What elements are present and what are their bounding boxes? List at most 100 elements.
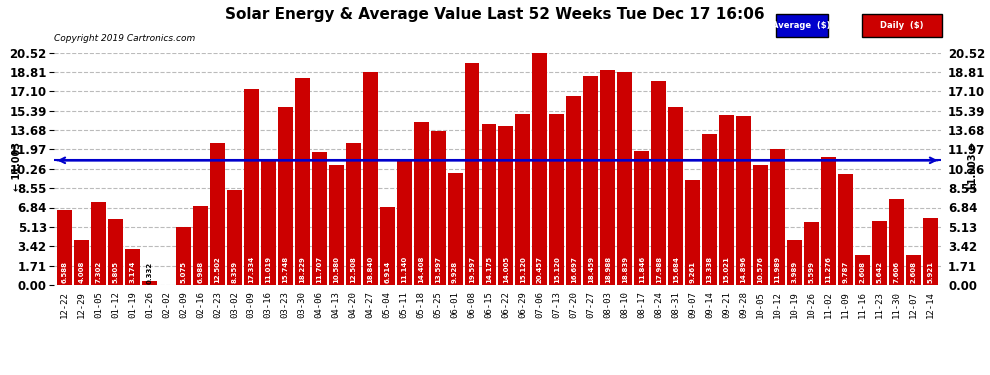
- Text: 2.608: 2.608: [859, 261, 865, 283]
- Bar: [651, 81, 666, 285]
- Bar: [380, 207, 395, 285]
- Text: 11.989: 11.989: [774, 256, 780, 283]
- Bar: [125, 249, 140, 285]
- Bar: [260, 160, 276, 285]
- Text: 18.840: 18.840: [367, 256, 373, 283]
- Text: 17.988: 17.988: [655, 256, 661, 283]
- Text: 15.120: 15.120: [520, 256, 526, 283]
- Text: 18.459: 18.459: [588, 256, 594, 283]
- Text: 12.502: 12.502: [215, 256, 221, 283]
- Bar: [176, 228, 191, 285]
- Bar: [329, 165, 344, 285]
- Text: 18.839: 18.839: [622, 256, 628, 283]
- Bar: [516, 114, 531, 285]
- Text: 0.332: 0.332: [147, 262, 152, 284]
- Bar: [702, 134, 717, 285]
- Text: 7.606: 7.606: [893, 261, 899, 283]
- Text: 11.140: 11.140: [401, 256, 407, 283]
- Bar: [618, 72, 633, 285]
- Bar: [74, 240, 89, 285]
- Text: 6.914: 6.914: [384, 261, 390, 283]
- Bar: [566, 96, 581, 285]
- Text: 15.120: 15.120: [553, 256, 560, 283]
- Text: 2.608: 2.608: [911, 261, 917, 283]
- Bar: [278, 106, 293, 285]
- Bar: [533, 53, 547, 285]
- Text: Copyright 2019 Cartronics.com: Copyright 2019 Cartronics.com: [54, 34, 196, 43]
- Bar: [770, 149, 785, 285]
- Text: 15.021: 15.021: [724, 256, 730, 283]
- Bar: [431, 131, 446, 285]
- Bar: [414, 122, 429, 285]
- Text: Daily  ($): Daily ($): [880, 21, 924, 30]
- Text: 5.599: 5.599: [809, 261, 815, 283]
- Text: 16.697: 16.697: [571, 256, 577, 283]
- Bar: [838, 174, 853, 285]
- Bar: [142, 281, 157, 285]
- Bar: [397, 159, 412, 285]
- Bar: [57, 210, 72, 285]
- Text: 11.707: 11.707: [316, 256, 323, 283]
- Bar: [872, 221, 887, 285]
- Text: 14.896: 14.896: [741, 256, 746, 283]
- Text: 6.988: 6.988: [197, 261, 203, 283]
- Text: ← 11.003: ← 11.003: [12, 142, 22, 191]
- Text: 3.989: 3.989: [792, 261, 798, 283]
- Bar: [464, 63, 479, 285]
- Bar: [923, 218, 938, 285]
- Bar: [447, 172, 462, 285]
- Text: 11.019: 11.019: [265, 256, 271, 283]
- Bar: [481, 124, 496, 285]
- Text: 14.408: 14.408: [418, 256, 424, 283]
- Text: 19.597: 19.597: [469, 256, 475, 283]
- Bar: [804, 222, 819, 285]
- Text: 15.684: 15.684: [672, 256, 679, 283]
- Text: 18.229: 18.229: [299, 256, 305, 283]
- Text: 5.805: 5.805: [113, 261, 119, 283]
- Text: 14.175: 14.175: [486, 256, 492, 283]
- Text: 9.261: 9.261: [690, 261, 696, 283]
- Bar: [549, 114, 564, 285]
- Bar: [855, 255, 870, 285]
- Text: 5.075: 5.075: [180, 261, 186, 283]
- Text: 8.359: 8.359: [232, 261, 238, 283]
- Bar: [499, 126, 514, 285]
- Text: 11.846: 11.846: [639, 256, 644, 283]
- Text: 17.334: 17.334: [248, 256, 254, 283]
- Text: 20.457: 20.457: [537, 256, 543, 283]
- Text: 3.174: 3.174: [130, 261, 136, 283]
- FancyBboxPatch shape: [776, 14, 828, 37]
- Bar: [91, 202, 106, 285]
- Bar: [295, 78, 310, 285]
- Bar: [668, 107, 683, 285]
- Text: 11.276: 11.276: [826, 256, 832, 283]
- Bar: [108, 219, 123, 285]
- Text: 4.008: 4.008: [78, 261, 84, 283]
- Text: 10.580: 10.580: [334, 256, 340, 283]
- Text: 9.928: 9.928: [452, 261, 458, 283]
- Bar: [737, 116, 751, 285]
- Bar: [906, 255, 921, 285]
- Text: 13.338: 13.338: [707, 256, 713, 283]
- Bar: [244, 88, 258, 285]
- FancyBboxPatch shape: [862, 14, 942, 37]
- Text: 18.988: 18.988: [605, 256, 611, 283]
- Text: 9.787: 9.787: [842, 261, 848, 283]
- Text: 6.588: 6.588: [61, 261, 67, 283]
- Bar: [753, 165, 768, 285]
- Bar: [193, 206, 208, 285]
- Bar: [583, 76, 598, 285]
- Bar: [635, 151, 649, 285]
- Text: 14.005: 14.005: [503, 256, 509, 283]
- Text: 13.597: 13.597: [435, 256, 442, 283]
- Text: Solar Energy & Average Value Last 52 Weeks Tue Dec 17 16:06: Solar Energy & Average Value Last 52 Wee…: [225, 8, 765, 22]
- Bar: [889, 199, 904, 285]
- Bar: [362, 72, 377, 285]
- Text: Average  ($): Average ($): [772, 21, 831, 30]
- Text: 7.302: 7.302: [96, 261, 102, 283]
- Text: 12.508: 12.508: [350, 256, 356, 283]
- Text: 5.921: 5.921: [928, 261, 934, 283]
- Bar: [312, 152, 327, 285]
- Bar: [227, 190, 242, 285]
- Text: 11.003 →: 11.003 →: [968, 142, 978, 191]
